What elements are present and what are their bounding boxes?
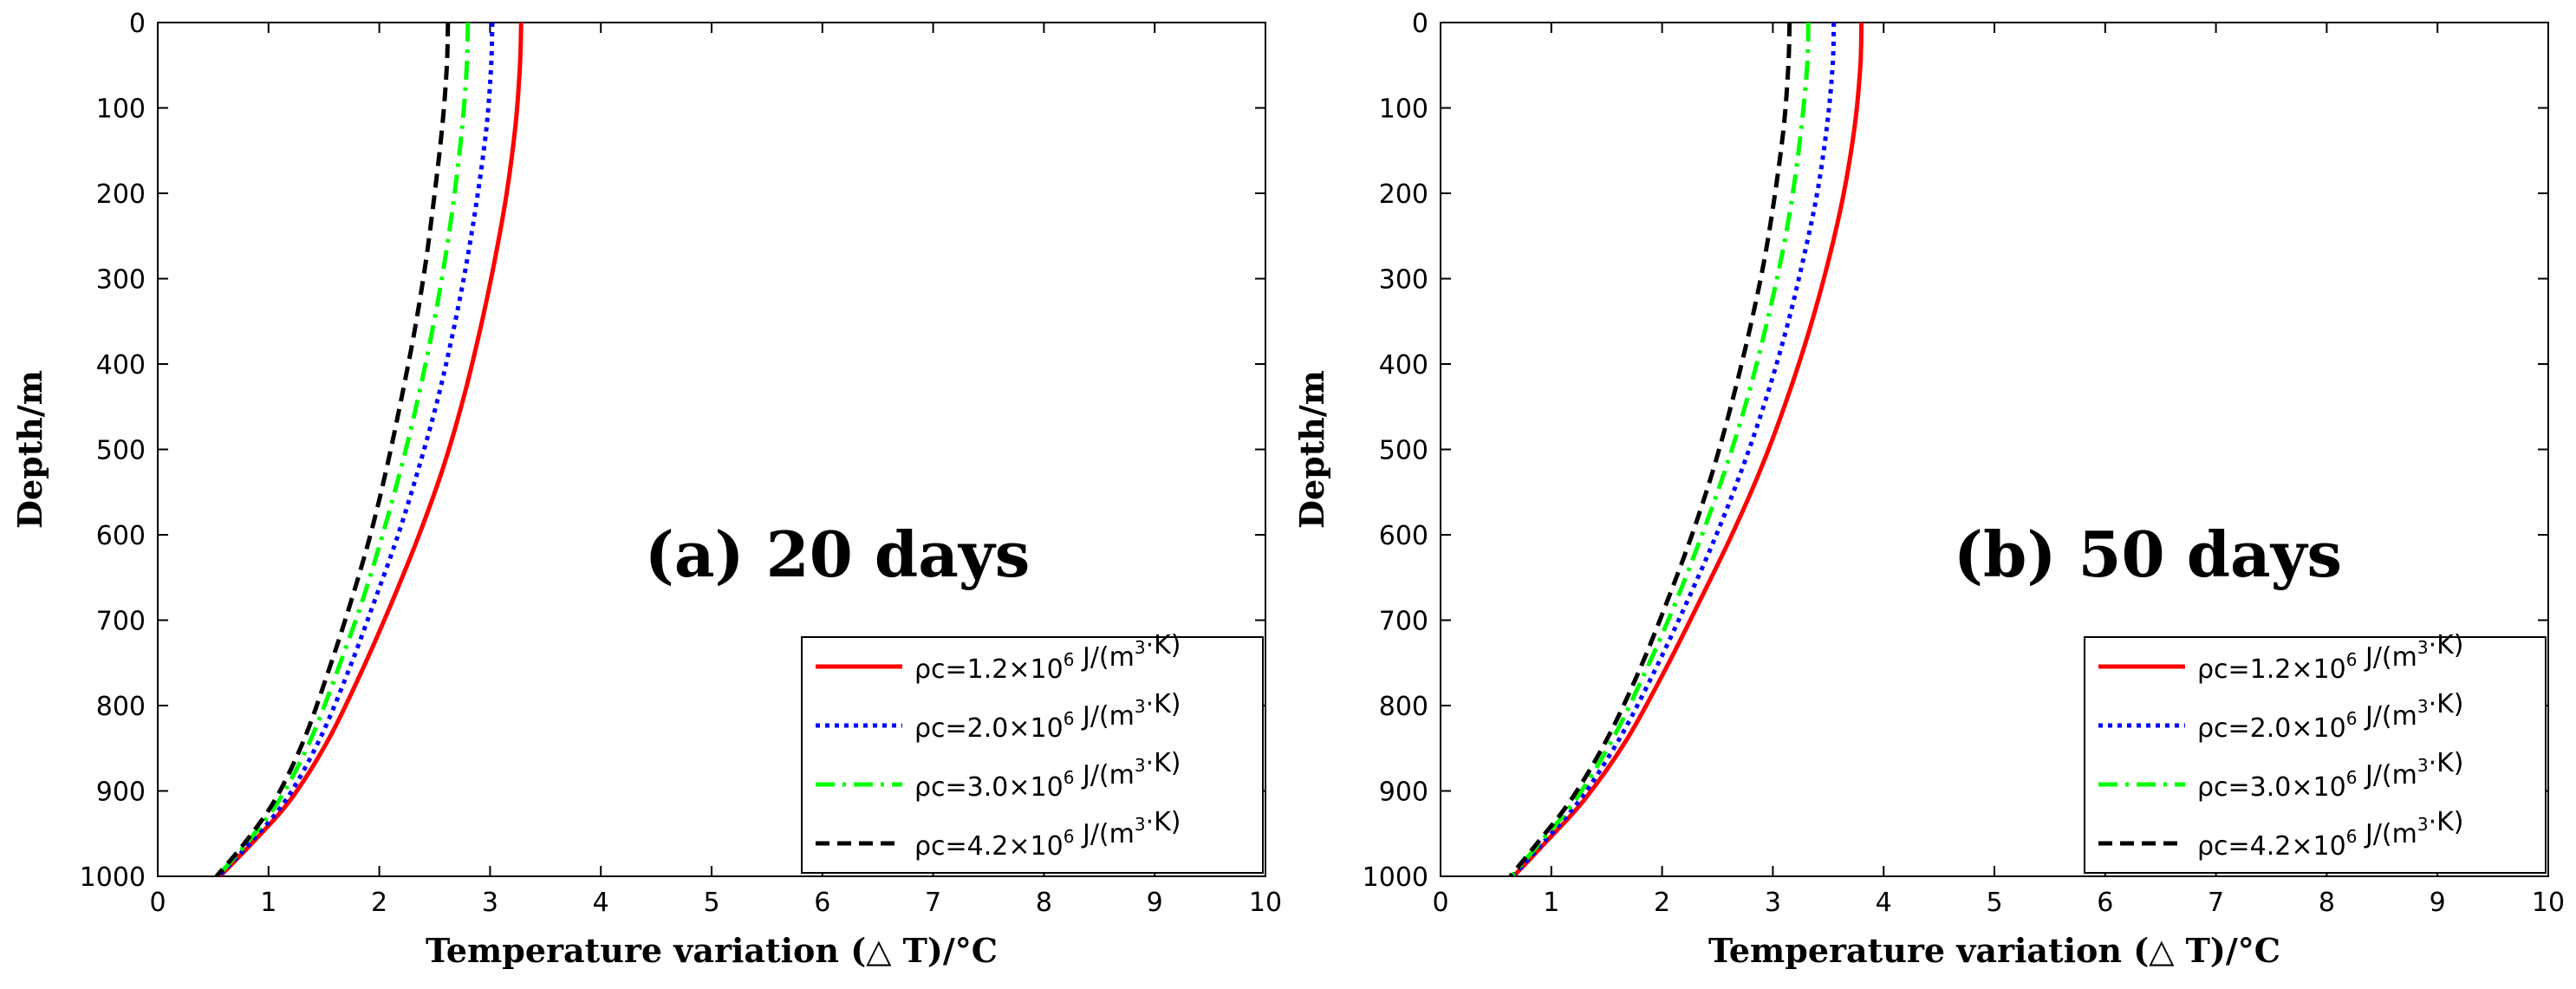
x-tick-label: 1 [260, 888, 276, 918]
x-tick-label: 5 [703, 888, 719, 918]
x-tick-label: 9 [2430, 888, 2446, 918]
x-axis-title: Temperature variation (△ T)/°C [426, 931, 998, 970]
panel-annotation: (b) 50 days [1954, 517, 2342, 591]
legend-entry-1: ρc=1.2×106 J/(m3·K) [914, 630, 1181, 685]
legend-entry-4: ρc=4.2×106 J/(m3·K) [914, 807, 1181, 862]
y-tick-label: 800 [1379, 692, 1428, 722]
y-tick-label: 300 [96, 265, 146, 296]
series-line-2 [1511, 23, 1837, 876]
y-tick-label: 600 [1379, 521, 1428, 551]
y-tick-label: 700 [96, 607, 146, 637]
y-tick-label: 100 [1379, 94, 1428, 125]
series-line-3 [216, 23, 471, 876]
series-group [1508, 23, 1864, 876]
x-tick-label: 0 [1432, 888, 1448, 918]
x-tick-label: 4 [1876, 888, 1892, 918]
x-tick-label: 0 [149, 888, 166, 918]
y-axis-title: Depth/m [1292, 370, 1331, 529]
y-tick-label: 900 [96, 778, 146, 808]
x-tick-label: 6 [2097, 888, 2113, 918]
legend-entry-3: ρc=3.0×106 J/(m3·K) [2197, 748, 2464, 803]
panel-annotation: (a) 20 days [645, 517, 1030, 591]
x-tick-label: 1 [1543, 888, 1559, 918]
series-line-4 [1508, 23, 1792, 876]
y-tick-label: 700 [1379, 607, 1428, 637]
y-tick-label: 400 [96, 350, 146, 381]
x-tick-label: 8 [1036, 888, 1052, 918]
x-tick-label: 10 [1249, 888, 1282, 918]
series-line-1 [1512, 23, 1864, 876]
y-tick-label: 600 [96, 521, 146, 551]
x-tick-label: 2 [1654, 888, 1670, 918]
legend-entry-1: ρc=1.2×106 J/(m3·K) [2197, 630, 2464, 685]
y-tick-label: 200 [1379, 179, 1428, 210]
series-line-1 [218, 23, 524, 876]
y-tick-label: 0 [129, 9, 146, 39]
x-tick-label: 7 [925, 888, 941, 918]
legend-box [801, 636, 1264, 874]
x-tick-label: 9 [1147, 888, 1163, 918]
y-tick-label: 1000 [1363, 862, 1428, 893]
legend-box [2084, 636, 2547, 874]
y-axis-title: Depth/m [10, 370, 49, 529]
series-group [214, 23, 524, 876]
y-tick-label: 0 [1412, 9, 1428, 39]
series-line-4 [214, 23, 451, 876]
x-tick-label: 6 [814, 888, 830, 918]
x-tick-label: 4 [593, 888, 609, 918]
chart-panel-a: 0 1 2 3 4 5 6 7 8 9 100100200300400500600700800900… [10, 9, 1282, 970]
x-tick-label: 5 [1986, 888, 2002, 918]
series-line-2 [217, 23, 495, 876]
legend-entry-4: ρc=4.2×106 J/(m3·K) [2197, 807, 2464, 862]
legend: ρc=1.2×106 J/(m3·K)ρc=2.0×106 J/(m3·K)ρc… [2084, 630, 2547, 874]
y-tick-label: 800 [96, 692, 146, 722]
x-tick-label: 3 [1765, 888, 1781, 918]
x-tick-label: 8 [2319, 888, 2335, 918]
y-tick-label: 500 [1379, 436, 1428, 466]
y-tick-label: 1000 [80, 862, 146, 893]
y-tick-label: 100 [96, 94, 146, 125]
x-tick-label: 7 [2208, 888, 2224, 918]
y-tick-label: 400 [1379, 350, 1428, 381]
chart-panel-b: 0 1 2 3 4 5 6 7 8 9 100100200300400500600700800900… [1292, 9, 2565, 970]
legend-entry-2: ρc=2.0×106 J/(m3·K) [2197, 689, 2464, 744]
x-tick-label: 2 [371, 888, 387, 918]
y-tick-label: 900 [1379, 778, 1428, 808]
x-tick-label: 3 [482, 888, 498, 918]
x-axis-title: Temperature variation (△ T)/°C [1708, 931, 2280, 970]
y-tick-label: 200 [96, 179, 146, 210]
y-tick-label: 300 [1379, 265, 1428, 296]
y-tick-label: 500 [96, 436, 146, 466]
legend: ρc=1.2×106 J/(m3·K)ρc=2.0×106 J/(m3·K)ρc… [801, 630, 1264, 874]
legend-entry-2: ρc=2.0×106 J/(m3·K) [914, 689, 1181, 744]
legend-entry-3: ρc=3.0×106 J/(m3·K) [914, 748, 1181, 803]
x-tick-label: 10 [2532, 888, 2565, 918]
